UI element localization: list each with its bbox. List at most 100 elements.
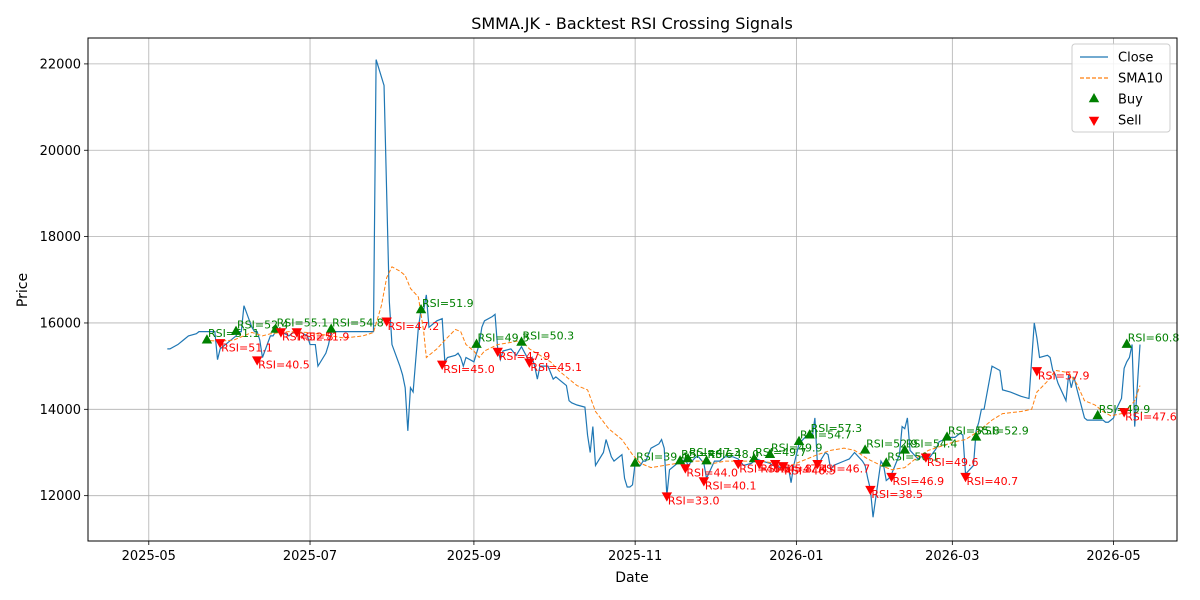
sell-rsi-label: RSI=47.6	[1125, 410, 1177, 423]
sell-rsi-label: RSI=49.6	[927, 456, 979, 469]
buy-rsi-label: RSI=49.9	[771, 442, 823, 455]
legend-label: Sell	[1118, 114, 1141, 129]
buy-rsi-label: RSI=39.4	[636, 450, 688, 463]
sell-rsi-label: RSI=40.1	[705, 480, 757, 493]
sell-marker	[886, 472, 897, 483]
grid	[88, 38, 1177, 541]
y-tick-label: 22000	[40, 57, 81, 72]
legend-swatch	[1088, 116, 1100, 126]
sell-marker	[275, 328, 287, 338]
sell-marker	[865, 485, 876, 496]
sell-marker	[960, 472, 971, 483]
sell-marker	[698, 477, 710, 487]
sell-marker	[436, 360, 448, 370]
y-axis-label: Price	[15, 273, 31, 307]
sell-marker	[1031, 367, 1043, 377]
sell-marker	[920, 453, 932, 463]
sell-rsi-label: RSI=57.9	[1038, 369, 1090, 382]
buy-rsi-label: RSI=50.3	[522, 329, 574, 342]
x-tick-label: 2026-01	[769, 549, 823, 564]
buy-rsi-label: RSI=54.8	[332, 316, 384, 329]
sell-rsi-label: RSI=45.1	[530, 361, 582, 374]
x-tick-label: 2025-05	[122, 549, 176, 564]
buy-marker	[1121, 338, 1132, 348]
legend-label: Close	[1118, 51, 1153, 66]
buy-marker	[881, 457, 892, 467]
buy-marker	[970, 431, 982, 441]
sell-rsi-label: RSI=45.0	[443, 363, 495, 376]
sell-marker	[1118, 408, 1130, 418]
sell-rsi-label: RSI=44.0	[686, 467, 738, 480]
buy-marker	[682, 452, 694, 463]
buy-marker	[804, 429, 815, 439]
buy-rsi-label: RSI=55.1	[277, 316, 329, 329]
x-tick-label: 2025-09	[447, 549, 501, 564]
buy-marker	[471, 338, 482, 348]
y-tick-label: 12000	[40, 489, 81, 504]
series-layer	[167, 59, 1141, 518]
sell-rsi-label: RSI=51.9	[298, 331, 350, 344]
buy-marker	[859, 444, 871, 454]
buy-rsi-label: RSI=48.0	[708, 448, 760, 461]
plot-area: RSI=51.1RSI=52.4RSI=55.1RSI=54.8RSI=51.9…	[167, 59, 1180, 518]
buy-marker	[516, 336, 527, 346]
sell-marker	[214, 339, 226, 349]
sell-rsi-label: RSI=47.2	[388, 320, 440, 333]
buy-marker	[201, 334, 213, 344]
sell-rsi-label: RSI=46.7	[819, 462, 871, 475]
y-tick-label: 16000	[40, 316, 81, 331]
buy-rsi-label: RSI=47.3	[689, 446, 741, 459]
sell-marker	[492, 347, 503, 358]
x-tick-label: 2026-05	[1086, 549, 1140, 564]
buy-marker	[674, 455, 686, 465]
x-axis-label: Date	[615, 570, 648, 586]
y-tick-label: 14000	[40, 403, 81, 418]
sell-marker	[680, 464, 691, 474]
buy-rsi-label: RSI=55.8	[948, 424, 1000, 437]
legend-label: SMA10	[1118, 72, 1163, 87]
buy-marker	[941, 431, 953, 441]
sell-marker	[291, 328, 303, 338]
sell-rsi-label: RSI=47.4	[776, 462, 828, 475]
sell-marker	[777, 462, 789, 472]
sell-rsi-label: RSI=46.2	[739, 462, 791, 475]
buy-rsi-label: RSI=57.3	[811, 422, 863, 435]
legend-swatch	[1088, 93, 1100, 103]
buy-rsi-label: RSI=49.3	[478, 332, 530, 345]
signal-layer: RSI=51.1RSI=52.4RSI=55.1RSI=54.8RSI=51.9…	[201, 297, 1180, 508]
sell-marker	[733, 459, 744, 470]
sell-rsi-label: RSI=38.5	[871, 488, 923, 501]
buy-marker	[701, 455, 712, 465]
sell-rsi-label: RSI=33.0	[668, 495, 720, 508]
sell-marker	[754, 459, 765, 470]
legend: Close SMA10 Buy Sell	[1071, 43, 1171, 133]
close-series-line	[167, 59, 1141, 518]
x-tick-label: 2026-03	[925, 549, 979, 564]
buy-marker	[748, 452, 760, 463]
buy-marker	[899, 444, 910, 454]
legend-box	[1071, 43, 1171, 133]
buy-marker	[1092, 409, 1103, 420]
buy-rsi-label: RSI=60.8	[1128, 332, 1180, 345]
x-tick-label: 2025-11	[608, 549, 662, 564]
buy-marker	[415, 304, 427, 314]
sell-rsi-label: RSI=47.9	[499, 350, 551, 363]
sell-marker	[770, 459, 781, 470]
buy-marker	[793, 435, 805, 445]
buy-rsi-label: RSI=51.9	[422, 297, 474, 310]
buy-marker	[325, 323, 337, 333]
buy-marker	[764, 448, 776, 458]
chart-title: SMMA.JK - Backtest RSI Crossing Signals	[471, 14, 793, 33]
y-tick-label: 18000	[40, 230, 81, 245]
sell-marker	[381, 317, 392, 327]
sell-marker	[251, 356, 263, 366]
sell-rsi-label: RSI=40.7	[967, 475, 1019, 488]
x-axis: 2025-05 2025-07 2025-09 2025-11 2026-01 2026-…	[122, 541, 1141, 564]
y-axis: 12000 14000 16000 18000 20000 22000	[40, 57, 88, 504]
buy-marker	[629, 457, 641, 467]
sma10-series-line	[204, 266, 1141, 471]
sell-rsi-label: RSI=40.5	[258, 359, 310, 372]
legend-label: Buy	[1118, 93, 1143, 108]
sell-marker	[524, 358, 535, 368]
